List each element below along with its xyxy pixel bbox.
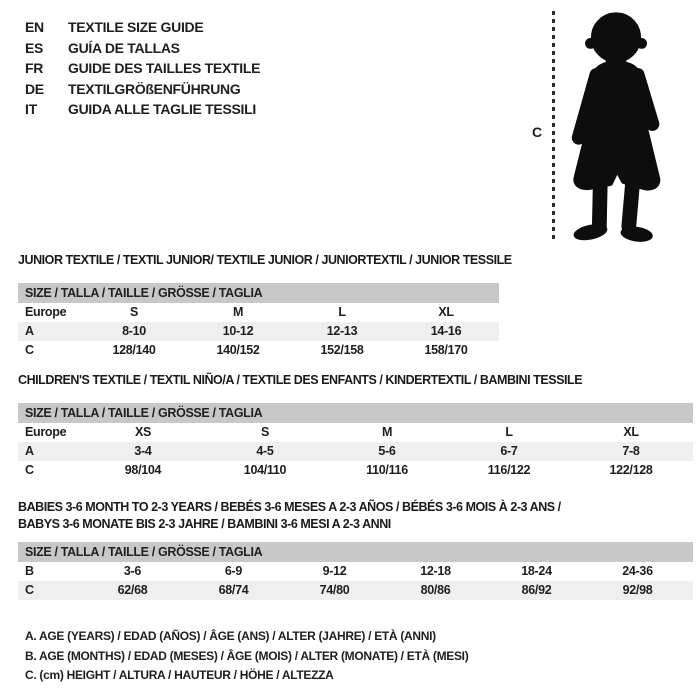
height-cell: 104/110 [243,463,287,477]
table-row-height: C 98/104 104/110 110/116 116/122 122/128 [18,461,693,480]
language-title: TEXTILGRÖßENFÜHRUNG [68,80,241,97]
height-cell: 128/140 [112,343,156,357]
language-row-fr: FR GUIDE DES TAILLES TEXTILE [25,58,260,79]
month-cell: 18-24 [521,564,552,578]
size-cell: M [232,305,244,319]
language-code: FR [25,60,44,76]
month-cell: 9-12 [322,564,347,578]
toddler-silhouette-icon [571,12,661,242]
language-title: GUIDA ALLE TAGLIE TESSILI [68,101,256,117]
table-row-age: A 3-4 4-5 5-6 6-7 7-8 [18,442,693,461]
size-table-babies: SIZE / TALLA / TAILLE / GRÖSSE / TAGLIA … [18,542,693,600]
age-cell: 4-5 [256,444,274,458]
age-cell: 14-16 [430,324,462,338]
language-title: TEXTILE SIZE GUIDE [68,19,204,35]
section-title-junior: JUNIOR TEXTILE / TEXTIL JUNIOR/ TEXTILE … [18,253,512,267]
footnote-height: C. (cm) HEIGHT / ALTURA / HAUTEUR / HÖHE… [25,668,334,682]
section-title-children: CHILDREN'S TEXTILE / TEXTIL NIÑO/A / TEX… [18,373,583,387]
height-cell: 86/92 [521,583,552,597]
table-row-height: C 128/140 140/152 152/158 158/170 [18,341,499,360]
size-cell: S [129,305,139,319]
height-dotted-line [552,11,555,242]
table-header: SIZE / TALLA / TAILLE / GRÖSSE / TAGLIA [18,283,499,303]
footnote-age-months: B. AGE (MONTHS) / EDAD (MESES) / ÂGE (MO… [25,648,469,663]
footnote-age-years: A. AGE (YEARS) / EDAD (AÑOS) / ÂGE (ANS)… [25,629,436,643]
language-code: DE [25,80,44,97]
height-cell: 92/98 [622,583,653,597]
age-cell: 5-6 [378,444,396,458]
table-row-height: C 62/68 68/74 74/80 80/86 86/92 92/98 [18,581,693,600]
table-row-europe: Europe XS S M L XL [18,423,693,442]
size-table-children: SIZE / TALLA / TAILLE / GRÖSSE / TAGLIA … [18,403,693,480]
height-cell: 98/104 [124,463,162,477]
language-title: GUÍA DE TALLAS [68,39,180,56]
row-label: B [25,564,34,578]
size-cell: S [260,425,270,439]
age-cell: 6-7 [500,444,518,458]
size-cell: XL [623,425,639,439]
table-header: SIZE / TALLA / TAILLE / GRÖSSE / TAGLIA [18,403,693,423]
table-header: SIZE / TALLA / TAILLE / GRÖSSE / TAGLIA [18,542,693,562]
height-cell: 110/116 [366,463,408,477]
language-row-en: EN TEXTILE SIZE GUIDE [25,17,260,38]
age-cell: 7-8 [622,444,640,458]
height-cell: 74/80 [319,583,350,597]
height-figure: C [520,0,700,250]
size-cell: M [381,425,393,439]
language-code: ES [25,39,44,56]
language-code: EN [25,19,44,35]
height-cell: 152/158 [320,343,364,357]
table-row-age: A 8-10 10-12 12-13 14-16 [18,322,499,341]
size-cell: L [505,425,513,439]
row-label: Europe [25,425,67,439]
row-label: A [25,444,34,458]
month-cell: 24-36 [622,564,653,578]
month-cell: 3-6 [123,564,142,578]
section-title-babies: BABIES 3-6 MONTH TO 2-3 YEARS / BEBÉS 3-… [18,500,561,531]
row-label: C [25,463,34,477]
height-cell: 80/86 [420,583,451,597]
footnotes: A. AGE (YEARS) / EDAD (AÑOS) / ÂGE (ANS)… [25,627,469,686]
height-cell: 62/68 [117,583,148,597]
language-row-es: ES GUÍA DE TALLAS [25,38,260,59]
table-row-months: B 3-6 6-9 9-12 12-18 18-24 24-36 [18,562,693,581]
age-cell: 12-13 [326,324,358,338]
size-table-junior: SIZE / TALLA / TAILLE / GRÖSSE / TAGLIA … [18,283,499,360]
language-title: GUIDE DES TAILLES TEXTILE [68,60,261,76]
row-label: C [25,343,34,357]
month-cell: 12-18 [420,564,451,578]
language-list: EN TEXTILE SIZE GUIDE ES GUÍA DE TALLAS … [25,17,260,120]
month-cell: 6-9 [224,564,243,578]
language-row-it: IT GUIDA ALLE TAGLIE TESSILI [25,99,260,120]
height-cell: 158/170 [424,343,468,357]
table-row-europe: Europe S M L XL [18,303,499,322]
height-cell: 116/122 [487,463,531,477]
size-cell: XS [134,425,152,439]
height-cell: 122/128 [609,463,653,477]
row-label: Europe [25,305,67,319]
height-cell: 140/152 [216,343,260,357]
language-code: IT [25,101,37,117]
age-cell: 10-12 [222,324,254,338]
age-cell: 8-10 [122,324,146,338]
age-cell: 3-4 [134,444,152,458]
size-cell: XL [438,305,454,319]
row-label: C [25,583,34,597]
height-measure-label: C [532,124,543,140]
height-cell: 68/74 [218,583,249,597]
row-label: A [25,324,34,338]
size-cell: L [338,305,346,319]
language-row-de: DE TEXTILGRÖßENFÜHRUNG [25,79,260,100]
